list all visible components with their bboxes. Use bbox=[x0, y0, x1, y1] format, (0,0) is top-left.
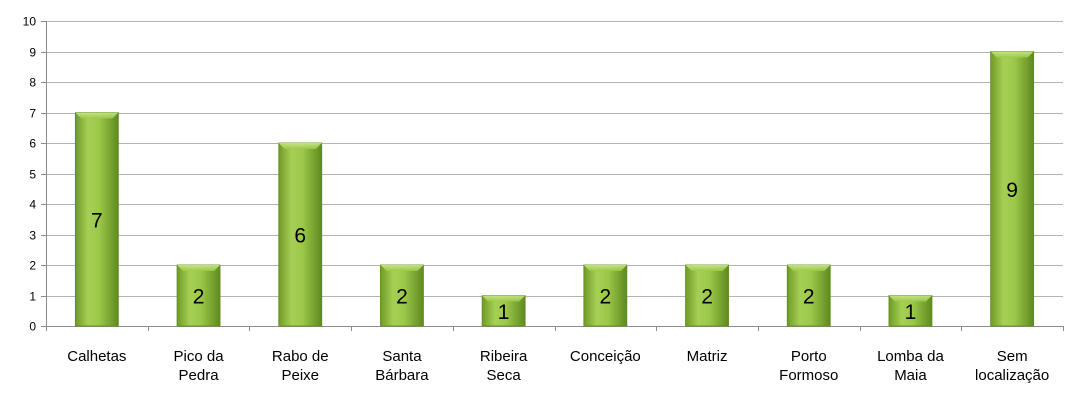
bar bbox=[176, 264, 221, 327]
bar-body bbox=[380, 264, 424, 327]
bar-bevel bbox=[177, 265, 221, 271]
bars bbox=[74, 51, 1035, 327]
x-tick-label: Pico da bbox=[174, 348, 225, 365]
axes bbox=[41, 21, 1064, 331]
data-label: 1 bbox=[498, 301, 510, 324]
bar-bevel bbox=[583, 265, 627, 271]
data-label: 2 bbox=[193, 286, 205, 309]
bar-body bbox=[278, 142, 323, 327]
bar bbox=[583, 264, 628, 327]
x-tick-label: Seca bbox=[487, 367, 522, 384]
bar-bevel bbox=[482, 295, 526, 302]
bar bbox=[380, 264, 424, 327]
y-tick-label: 2 bbox=[29, 259, 36, 273]
x-tick-label: Calhetas bbox=[67, 348, 126, 365]
y-tick-label: 0 bbox=[29, 320, 36, 334]
data-label: 7 bbox=[91, 209, 103, 232]
y-tick-label: 5 bbox=[29, 168, 36, 182]
x-tick-label: Rabo de bbox=[272, 348, 329, 365]
x-tick-label: Peixe bbox=[281, 367, 319, 384]
x-tick-label: Santa bbox=[382, 348, 422, 365]
bar-bevel bbox=[278, 143, 322, 149]
y-tick-label: 6 bbox=[29, 137, 36, 151]
x-tick-label: Bárbara bbox=[375, 367, 429, 384]
y-tick-label: 8 bbox=[29, 76, 36, 90]
x-tick-label: Conceição bbox=[570, 348, 641, 365]
x-tick-label: Pedra bbox=[179, 367, 220, 384]
bar bbox=[888, 295, 933, 327]
data-label: 1 bbox=[905, 301, 917, 324]
bar bbox=[685, 264, 729, 327]
y-tick-label: 7 bbox=[29, 107, 36, 121]
y-tick-label: 3 bbox=[29, 229, 36, 243]
data-label: 2 bbox=[600, 286, 612, 309]
bar bbox=[990, 51, 1035, 327]
bar bbox=[278, 142, 323, 327]
data-label: 2 bbox=[396, 286, 408, 309]
labels: 0 1 2 3 4 5 6 7 8 9 10 7 Calhetas 2 Pico da Pedra 6 Rabo … bbox=[23, 15, 1050, 385]
x-tick-label: Porto bbox=[791, 348, 827, 365]
y-tick-label: 1 bbox=[29, 290, 36, 304]
bar-body bbox=[685, 264, 729, 327]
data-label: 9 bbox=[1006, 179, 1018, 202]
y-tick-label: 10 bbox=[23, 15, 37, 29]
x-tick-label: Maia bbox=[894, 367, 927, 384]
x-tick-label: localização bbox=[975, 367, 1049, 384]
bar bbox=[786, 264, 831, 327]
x-tick-label: Ribeira bbox=[480, 348, 528, 365]
bar-body bbox=[786, 264, 831, 327]
data-label: 6 bbox=[294, 225, 306, 248]
x-tick-label: Matriz bbox=[687, 348, 728, 365]
bar-body bbox=[583, 264, 628, 327]
bar-bevel bbox=[380, 265, 424, 271]
bar bbox=[481, 295, 526, 327]
bar-bevel bbox=[888, 295, 932, 302]
bar bbox=[74, 112, 119, 327]
bar-bevel bbox=[685, 265, 729, 271]
x-tick-label: Formoso bbox=[779, 367, 838, 384]
bar-bevel bbox=[990, 51, 1034, 58]
x-tick-label: Lomba da bbox=[877, 348, 944, 365]
bar-bevel bbox=[787, 265, 831, 271]
data-label: 2 bbox=[701, 286, 713, 309]
data-label: 2 bbox=[803, 286, 815, 309]
x-tick-label: Sem bbox=[997, 348, 1028, 365]
bar-body bbox=[990, 51, 1035, 327]
y-tick-label: 4 bbox=[29, 198, 36, 212]
bar-bevel bbox=[75, 112, 119, 119]
y-tick-label: 9 bbox=[29, 46, 36, 60]
